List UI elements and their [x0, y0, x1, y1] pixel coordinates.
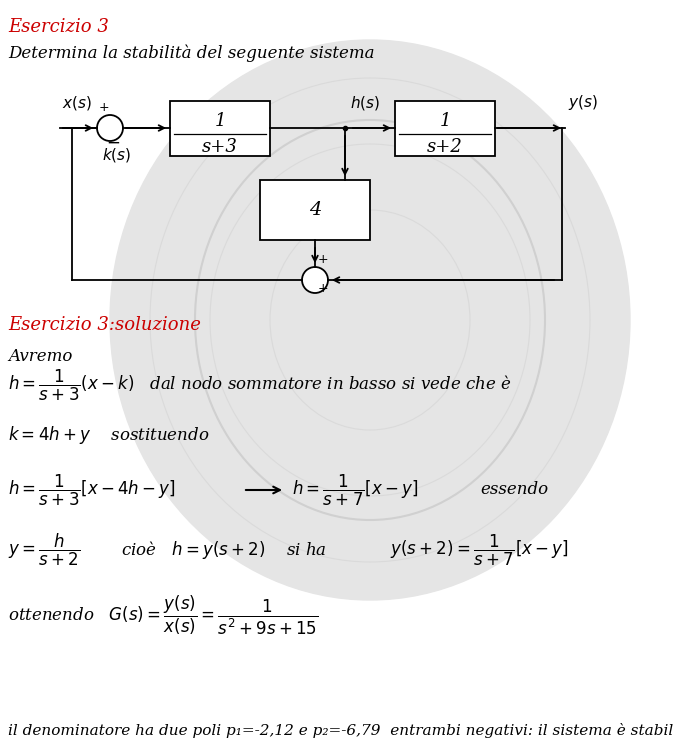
Text: 4: 4 [309, 201, 321, 219]
Text: Avremo: Avremo [8, 348, 73, 365]
Bar [395, 101, 495, 156]
Text: ottenendo   $G(s) = \dfrac{y(s)}{x(s)} = \dfrac{1}{s^2+9s+15}$: ottenendo $G(s) = \dfrac{y(s)}{x(s)} = \… [8, 593, 318, 637]
Bar [170, 101, 270, 156]
Text: s+3: s+3 [202, 138, 238, 156]
Text: $y = \dfrac{h}{s+2}$: $y = \dfrac{h}{s+2}$ [8, 532, 80, 568]
Text: −: − [106, 134, 120, 152]
Text: $k(s)$: $k(s)$ [102, 146, 131, 164]
Text: +: + [318, 253, 328, 266]
Text: +: + [318, 282, 328, 295]
Text: s+2: s+2 [427, 138, 463, 156]
Ellipse shape [110, 40, 630, 600]
Text: Esercizio 3:soluzione: Esercizio 3:soluzione [8, 316, 201, 334]
Bar [260, 180, 370, 240]
Text: 1: 1 [214, 113, 225, 130]
Text: Esercizio 3: Esercizio 3 [8, 18, 109, 36]
Text: 1: 1 [439, 113, 451, 130]
Text: +: + [99, 101, 110, 114]
Text: $x(s)$: $x(s)$ [62, 94, 92, 112]
Text: $h = \dfrac{1}{s+7}\left[x-y\right]$: $h = \dfrac{1}{s+7}\left[x-y\right]$ [292, 472, 419, 507]
Text: il denominatore ha due poli p₁=-2,12 e p₂=-6,79  entrambi negativi: il sistema è: il denominatore ha due poli p₁=-2,12 e p… [8, 723, 673, 738]
Circle shape [97, 115, 123, 141]
Text: Determina la stabilità del seguente sistema: Determina la stabilità del seguente sist… [8, 45, 374, 63]
Text: $y(s)$: $y(s)$ [568, 93, 598, 112]
Text: $h(s)$: $h(s)$ [350, 94, 380, 112]
Text: $k = 4h + y$    sostituendo: $k = 4h + y$ sostituendo [8, 424, 209, 446]
Text: $y(s+2) = \dfrac{1}{s+7}\left[x-y\right]$: $y(s+2) = \dfrac{1}{s+7}\left[x-y\right]… [390, 532, 569, 568]
Text: $h = \dfrac{1}{s+3}\left[x-4h-y\right]$: $h = \dfrac{1}{s+3}\left[x-4h-y\right]$ [8, 472, 176, 507]
Text: cioè   $h = y(s+2)$    si ha: cioè $h = y(s+2)$ si ha [100, 539, 326, 561]
Circle shape [302, 267, 328, 293]
Text: essendo: essendo [480, 482, 548, 498]
Text: $h = \dfrac{1}{s+3}(x-k)$   dal nodo sommatore in basso si vede che è: $h = \dfrac{1}{s+3}(x-k)$ dal nodo somma… [8, 367, 511, 403]
